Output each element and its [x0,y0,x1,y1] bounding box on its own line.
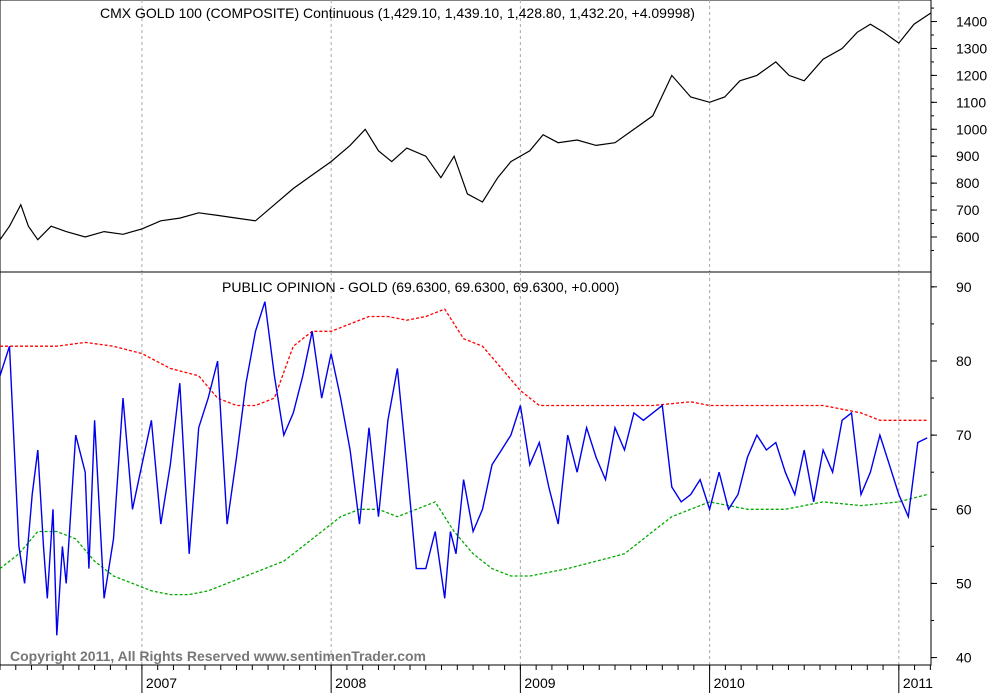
y-tick-label: 900 [956,148,980,164]
x-tick-label: 2009 [524,675,555,691]
y-tick-label: 80 [956,353,972,369]
bottom-chart-title: PUBLIC OPINION - GOLD (69.6300, 69.6300,… [222,279,619,295]
y-tick-label: 50 [956,575,972,591]
lower-band-line [0,493,928,596]
bottom-panel: 40 50 60 70 80 90 PUBLIC OPINION - GOLD (69.6… [0,271,972,666]
y-tick-label: 1200 [956,67,987,83]
copyright-text: Copyright 2011, All Rights Reserved www.… [10,648,426,664]
y-tick-label: 600 [956,229,980,245]
bottom-y-ticks: 40 50 60 70 80 90 [931,279,972,666]
gold-price-line [0,12,932,241]
x-tick-label: 2007 [146,675,177,691]
x-tick-label: 2008 [335,675,366,691]
y-tick-label: 800 [956,175,980,191]
y-tick-label: 1100 [956,94,986,110]
y-tick-label: 90 [956,279,972,295]
top-y-ticks: 600 700 800 900 1000 1100 1200 1300 1400 [931,7,987,251]
top-panel: 600 700 800 900 1000 1100 1200 1300 1400 CMX GOL… [0,0,987,273]
y-tick-label: 60 [956,501,972,517]
x-tick-label: 2011 [903,675,933,691]
y-tick-label: 40 [956,650,972,666]
y-tick-label: 1000 [956,121,987,137]
x-axis: 2007 2008 2009 2010 2011 [0,664,933,693]
x-tick-label: 2010 [714,675,745,691]
upper-band-line [0,308,928,421]
y-tick-label: 70 [956,427,972,443]
y-tick-label: 1300 [956,40,987,56]
y-tick-label: 1400 [956,14,987,30]
y-tick-label: 700 [956,202,980,218]
public-opinion-line [0,301,928,636]
top-chart-title: CMX GOLD 100 (COMPOSITE) Continuous (1,4… [100,5,695,21]
